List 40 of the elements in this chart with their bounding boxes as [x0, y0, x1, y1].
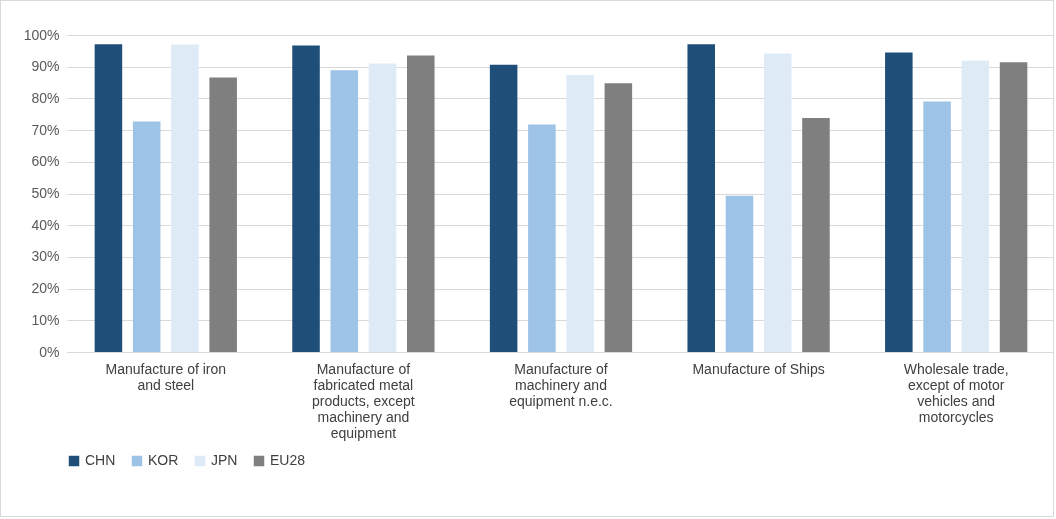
legend-label: CHN	[85, 452, 116, 468]
bar	[330, 70, 359, 352]
bar	[961, 60, 990, 352]
bar	[489, 64, 518, 352]
bar	[763, 53, 792, 352]
bar	[94, 44, 123, 352]
legend-label: KOR	[148, 452, 179, 468]
legend-label: JPN	[211, 452, 238, 468]
bar	[171, 44, 199, 352]
bar	[292, 45, 320, 352]
bar	[604, 83, 633, 352]
y-tick-label: 90%	[31, 58, 60, 75]
y-tick-label: 100%	[23, 26, 60, 43]
bar	[528, 124, 556, 352]
y-tick-label: 0%	[39, 343, 60, 360]
bar	[132, 121, 161, 352]
bar	[209, 77, 237, 352]
y-tick-label: 20%	[31, 280, 60, 297]
x-tick-label: Wholesale trade, except of motor vehicles and motorcycles	[903, 360, 1009, 425]
y-tick-label: 60%	[31, 153, 60, 170]
y-tick-label: 80%	[31, 89, 60, 106]
y-tick-label: 30%	[31, 248, 60, 265]
x-tick-label: Manufacture of Ships	[692, 360, 825, 377]
bar	[566, 74, 594, 352]
x-tick-label: Manufacture of machinery and equipment n.e.c.	[509, 360, 613, 409]
bar	[725, 195, 754, 352]
bar	[999, 62, 1028, 352]
x-tick-label: Manufacture of fabricated metal products, except machinery and equipment	[312, 360, 415, 441]
y-tick-label: 50%	[31, 185, 60, 201]
bar	[923, 101, 951, 352]
bar	[802, 118, 830, 352]
bar	[368, 63, 397, 352]
y-tick-label: 10%	[31, 311, 60, 328]
bar	[407, 55, 435, 352]
x-tick-label: Manufacture of iron and steel	[105, 360, 227, 393]
y-tick-label: 40%	[31, 216, 60, 233]
legend-label: EU28	[270, 452, 306, 468]
bar	[885, 52, 913, 352]
bar	[687, 44, 715, 352]
y-tick-label: 70%	[31, 121, 60, 138]
